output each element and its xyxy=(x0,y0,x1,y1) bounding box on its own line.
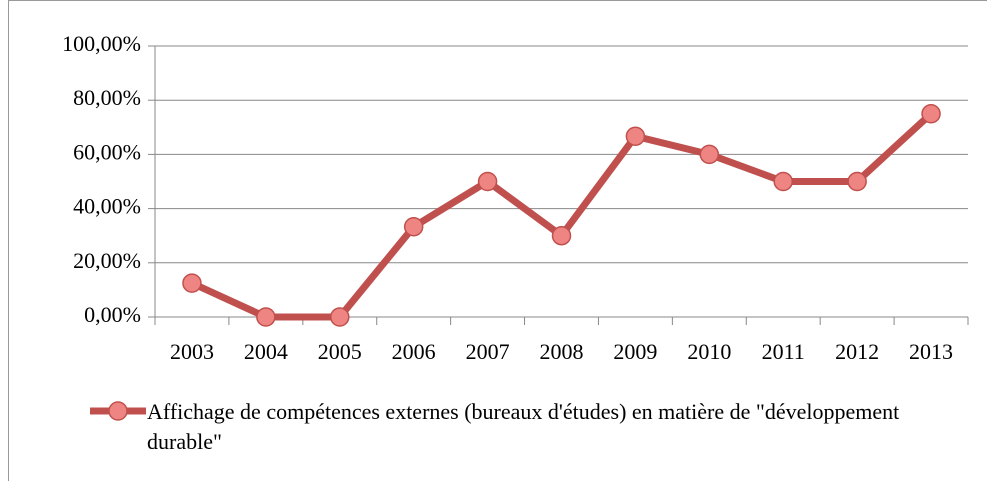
marker xyxy=(256,307,276,327)
y-tick-label: 100,00% xyxy=(62,31,141,56)
marker xyxy=(182,273,202,293)
x-tick-label: 2008 xyxy=(540,339,584,364)
series-line xyxy=(190,111,934,321)
marker xyxy=(699,144,720,165)
marker xyxy=(403,217,424,237)
x-tick-label: 2009 xyxy=(613,339,657,364)
x-tick-label: 2006 xyxy=(392,339,436,364)
legend-label: Affichage de compétences externes (burea… xyxy=(147,399,900,454)
marker xyxy=(477,171,498,192)
y-tick-label: 20,00% xyxy=(73,248,141,273)
marker xyxy=(773,171,793,192)
x-tick-label: 2005 xyxy=(318,339,362,364)
x-tick-label: 2003 xyxy=(170,339,214,364)
x-tick-label: 2004 xyxy=(244,339,288,364)
marker xyxy=(551,225,572,246)
y-tick-label: 80,00% xyxy=(73,85,141,110)
y-tick-label: 40,00% xyxy=(73,194,141,219)
x-tick-label: 2007 xyxy=(466,339,510,364)
marker xyxy=(625,126,646,146)
x-tick-label: 2013 xyxy=(909,339,953,364)
y-tick-label: 60,00% xyxy=(73,139,141,164)
x-tick-label: 2012 xyxy=(835,339,879,364)
marker xyxy=(921,104,941,124)
marker xyxy=(847,171,867,192)
chart-border xyxy=(8,0,987,481)
legend-marker xyxy=(108,401,128,421)
x-tick-label: 2010 xyxy=(687,339,731,364)
marker xyxy=(330,307,350,327)
x-tick-label: 2011 xyxy=(762,339,805,364)
y-tick-label: 0,00% xyxy=(84,302,141,327)
